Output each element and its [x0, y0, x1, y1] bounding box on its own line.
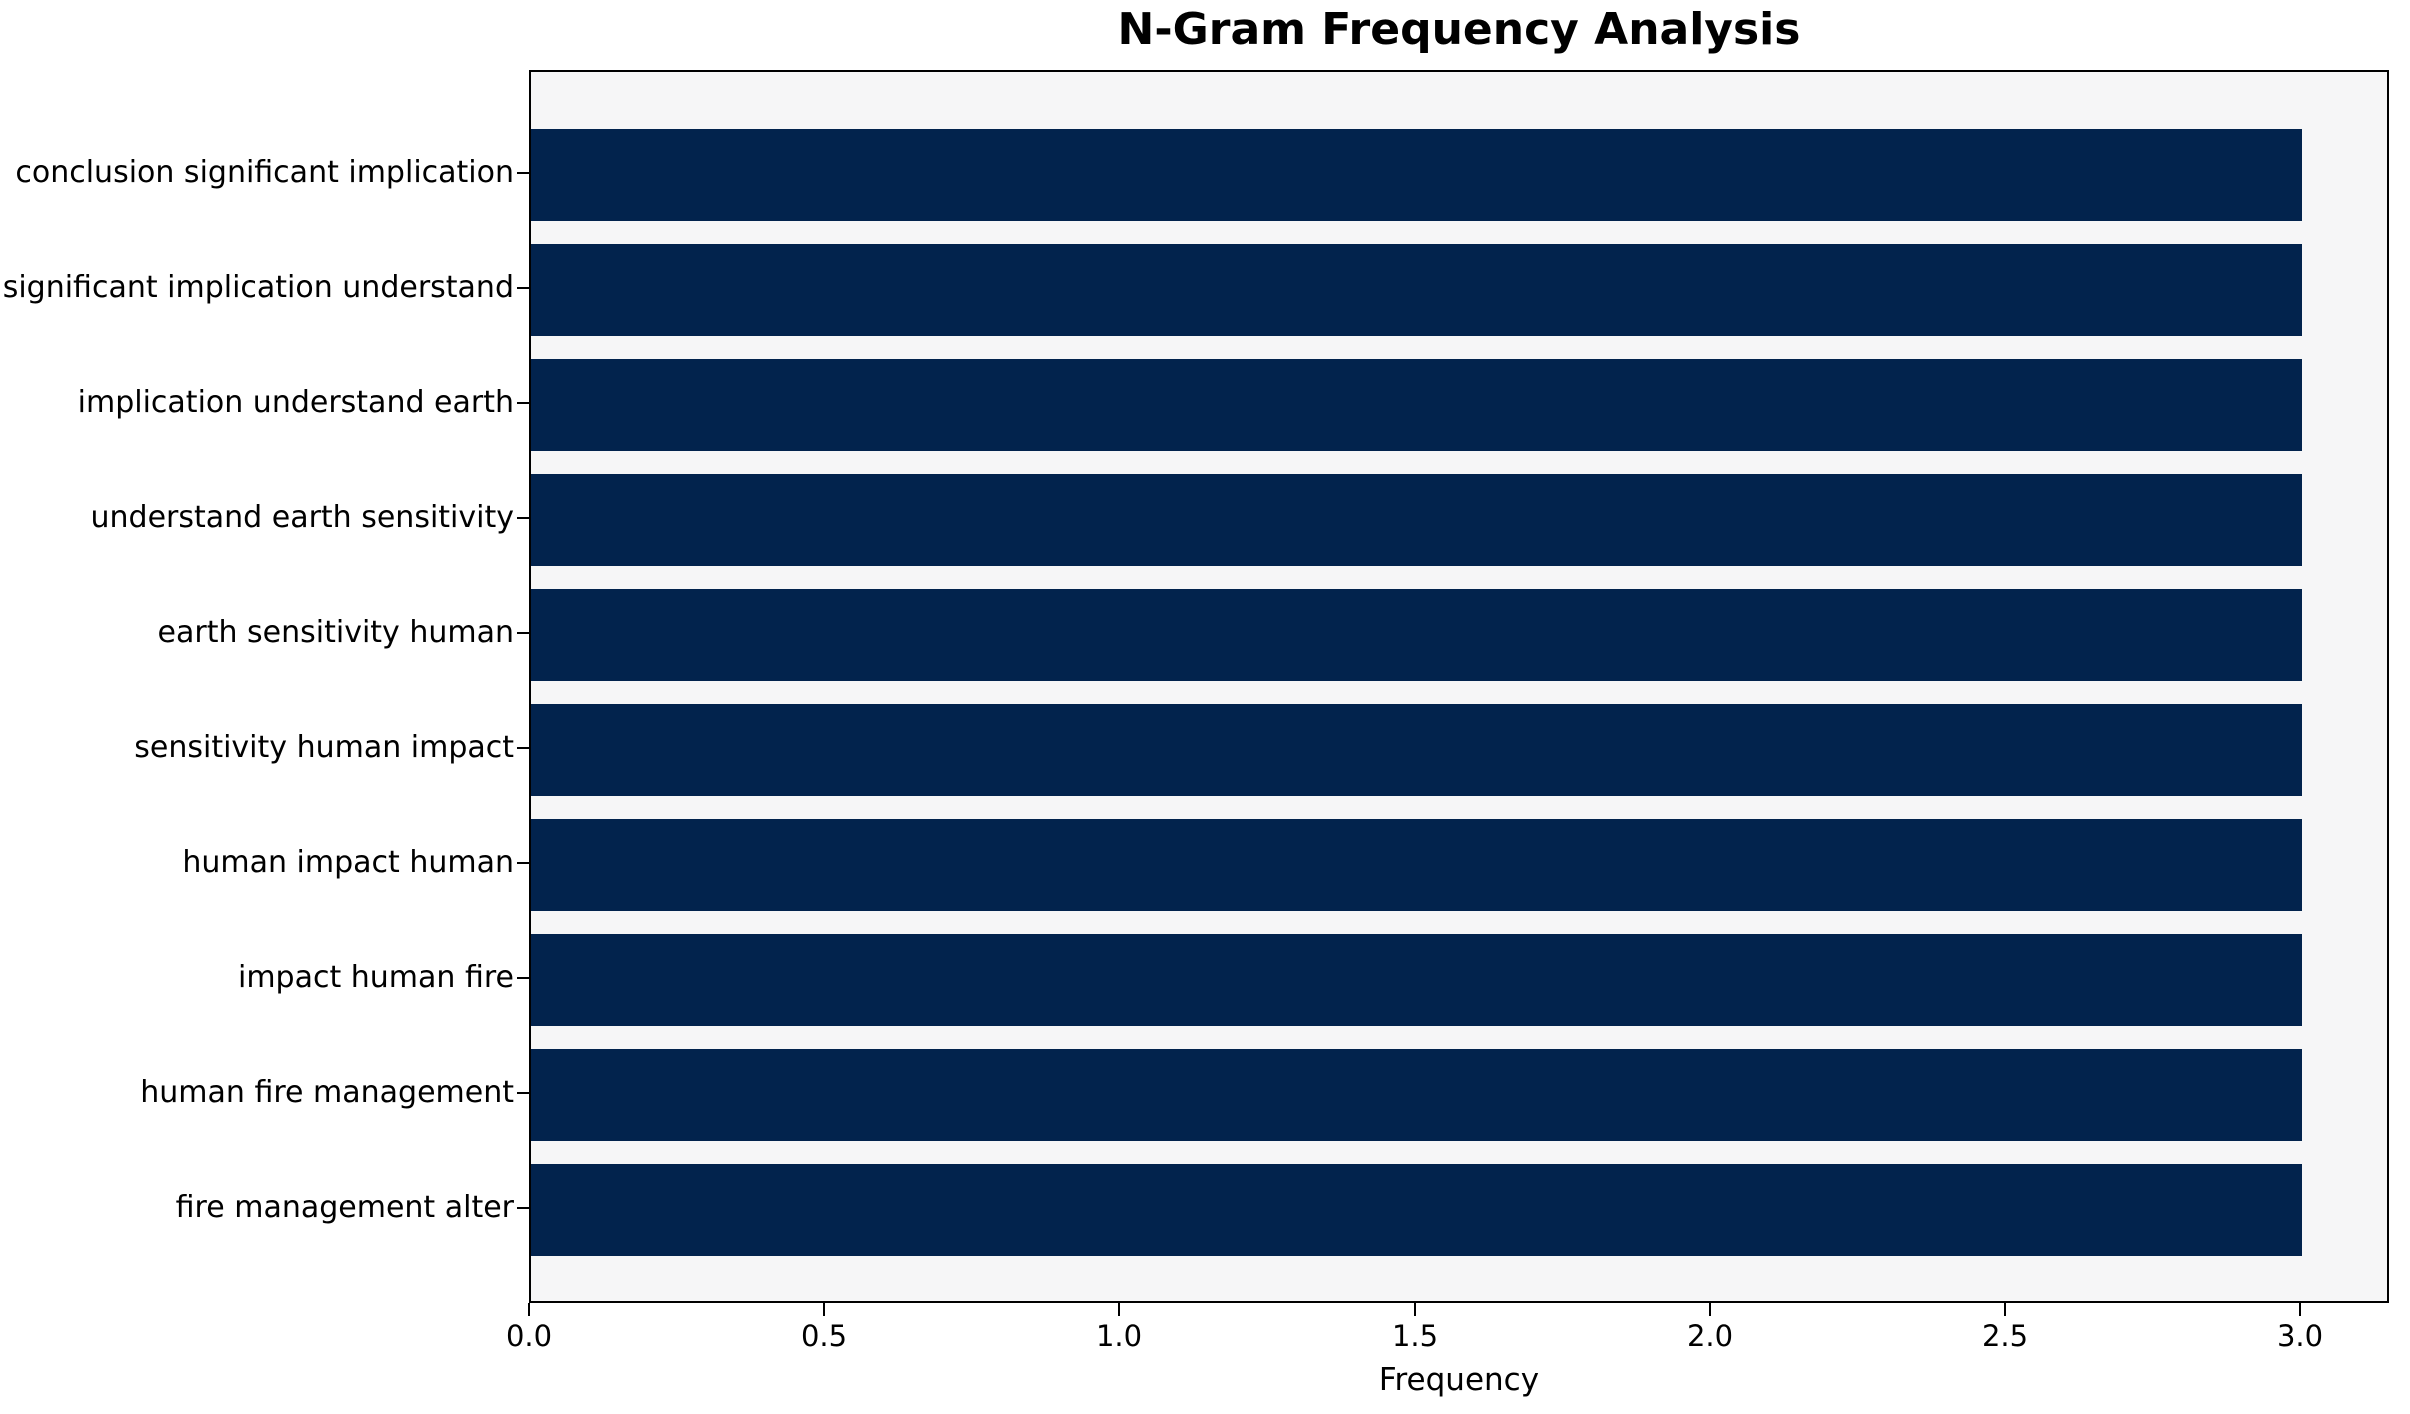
y-tick-label: significant implication understand: [2, 270, 514, 305]
bar: [531, 704, 2302, 796]
y-tick: [517, 977, 529, 979]
plot-area: [529, 70, 2389, 1303]
x-tick: [528, 1303, 530, 1316]
y-tick-label: understand earth sensitivity: [90, 500, 515, 535]
bar: [531, 474, 2302, 566]
chart-title: N-Gram Frequency Analysis: [1117, 4, 1801, 55]
x-tick: [1118, 1303, 1120, 1316]
bar: [531, 129, 2302, 221]
x-tick: [1709, 1303, 1711, 1316]
y-tick: [517, 402, 529, 404]
x-tick-label: 2.5: [1981, 1319, 2029, 1353]
y-tick-label: human fire management: [140, 1075, 514, 1110]
y-tick: [517, 517, 529, 519]
x-tick: [1414, 1303, 1416, 1316]
bar: [531, 1049, 2302, 1141]
bar: [531, 934, 2302, 1026]
y-tick: [517, 862, 529, 864]
x-tick-label: 1.5: [1391, 1319, 1439, 1353]
y-tick-label: human impact human: [182, 845, 514, 880]
x-tick-label: 0.5: [800, 1319, 848, 1353]
x-tick-label: 1.0: [1095, 1319, 1143, 1353]
bar: [531, 244, 2302, 336]
x-tick-label: 3.0: [2276, 1319, 2324, 1353]
y-tick-label: sensitivity human impact: [134, 730, 514, 765]
y-tick-label: conclusion significant implication: [15, 155, 514, 190]
y-tick: [517, 287, 529, 289]
y-tick-label: earth sensitivity human: [157, 615, 514, 650]
x-axis-label: Frequency: [1378, 1362, 1540, 1398]
x-tick-label: 2.0: [1686, 1319, 1734, 1353]
bar: [531, 589, 2302, 681]
x-tick: [2299, 1303, 2301, 1316]
x-tick: [823, 1303, 825, 1316]
y-tick-label: fire management alter: [175, 1190, 514, 1225]
bar: [531, 1164, 2302, 1256]
y-tick-label: implication understand earth: [77, 385, 514, 420]
x-tick: [2004, 1303, 2006, 1316]
y-tick: [517, 1207, 529, 1209]
y-tick: [517, 632, 529, 634]
y-tick: [517, 172, 529, 174]
x-tick-label: 0.0: [505, 1319, 553, 1353]
y-tick: [517, 1092, 529, 1094]
y-tick: [517, 747, 529, 749]
bar: [531, 359, 2302, 451]
bar: [531, 819, 2302, 911]
y-tick-label: impact human fire: [238, 960, 514, 995]
